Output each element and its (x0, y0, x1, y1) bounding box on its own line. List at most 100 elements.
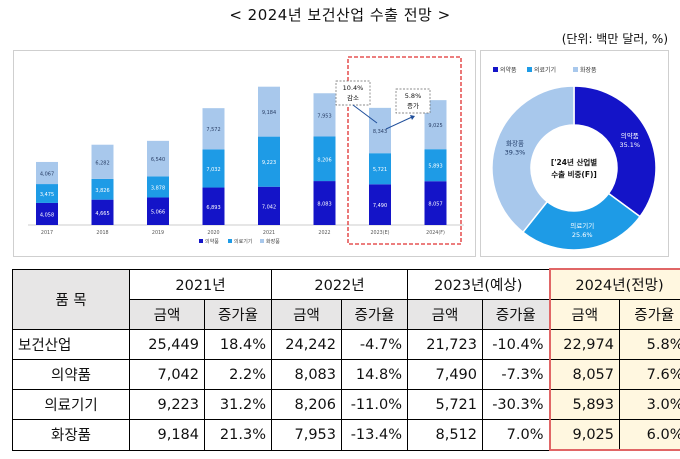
rate-header: 증가율 (341, 299, 408, 330)
amount-cell: 9,223 (129, 389, 205, 420)
amount-header: 금액 (407, 299, 483, 330)
legend-label: 의료기기 (234, 238, 252, 245)
bar-segment (147, 140, 169, 177)
table-row: 의료기기 9,223 31.2% 8,206 -11.0% 5,721 -30.3% 5,89… (12, 389, 680, 420)
bar-value-label: 7,032 (206, 167, 220, 173)
bar-value-label: 4,665 (95, 211, 109, 217)
bar-segment (313, 181, 336, 225)
rate-cell: 7.6% (619, 359, 680, 390)
rate-cell: -30.3% (482, 389, 550, 420)
bar-segment (258, 86, 280, 137)
x-tick-label: 2023(E) (371, 230, 390, 236)
amount-cell: 8,083 (271, 359, 342, 390)
item-header: 품 목 (12, 268, 130, 330)
slice-label: 화장품 (506, 138, 524, 147)
amount-cell: 25,449 (129, 329, 205, 360)
annotation-text: 5.8% (405, 92, 422, 100)
bar-value-label: 5,721 (373, 167, 387, 173)
donut-chart: 의약품 의료기기 화장품의약품35.1%의료기기25.6%화장품39.3%['24년… (491, 66, 657, 251)
amount-cell: 9,025 (548, 419, 620, 451)
x-tick-label: 2024(F) (426, 230, 445, 236)
annotation-text: 감소 (347, 94, 359, 102)
bar-segment (147, 197, 169, 225)
donut-slice (521, 192, 642, 251)
rate-cell: 18.4% (204, 329, 272, 360)
x-tick-label: 2020 (207, 230, 219, 236)
stacked-bar-chart: 4,058 3,475 4,067 2017 4,665 3,826 6,282 2018 5,… (28, 56, 464, 245)
amount-cell: 21,723 (407, 329, 483, 360)
legend-label: 의약품 (500, 66, 517, 74)
bar-value-label: 8,057 (428, 202, 442, 208)
bar-value-label: 6,540 (151, 157, 165, 163)
amount-header: 금액 (548, 299, 620, 330)
bar-segment (424, 181, 447, 225)
amount-cell: 9,184 (129, 419, 205, 451)
bar-segment (258, 186, 280, 225)
bar-value-label: 9,184 (262, 110, 276, 116)
rate-header: 증가율 (619, 299, 680, 330)
rate-cell: 21.3% (204, 419, 272, 451)
rate-cell: 14.8% (341, 359, 408, 390)
row-label: 의료기기 (12, 389, 130, 420)
bar-value-label: 4,067 (40, 172, 54, 178)
slice-label: 의약품 (621, 131, 639, 140)
bar-value-label: 8,343 (373, 129, 387, 135)
legend-swatch (527, 67, 532, 72)
x-tick-label: 2018 (96, 230, 108, 236)
bar-segment (91, 178, 114, 200)
annotation-box (395, 88, 431, 114)
legend-label: 화장품 (580, 66, 597, 74)
legend-swatch (260, 239, 264, 243)
legend-label: 의료기기 (534, 66, 556, 74)
table-row: 보건산업 25,449 18.4% 24,242 -4.7% 21,723 -10.4% 22… (12, 329, 680, 360)
rate-cell: 5.8% (619, 329, 680, 360)
legend-swatch (493, 67, 498, 72)
amount-header: 금액 (129, 299, 205, 330)
year-header: 2021년 (129, 268, 272, 300)
page-title: < 2024년 보건산업 수출 전망 > (229, 6, 451, 24)
year-header: 2023년(예상) (407, 268, 550, 300)
bar-segment (147, 176, 169, 198)
rate-cell: -10.4% (482, 329, 550, 360)
legend-label: 화장품 (266, 238, 280, 245)
legend-label: 의약품 (205, 238, 219, 245)
x-tick-label: 2022 (318, 230, 330, 236)
bar-value-label: 7,042 (262, 204, 276, 210)
bar-segment (424, 149, 447, 182)
rate-header: 증가율 (204, 299, 272, 330)
slice-label: 35.1% (619, 141, 640, 149)
bar-segment (202, 108, 225, 150)
table-row: 의약품 7,042 2.2% 8,083 14.8% 7,490 -7.3% 8,057 7.6… (12, 359, 680, 390)
bar-segment (202, 187, 225, 225)
x-tick-label: 2017 (41, 230, 53, 236)
bar-value-label: 8,083 (317, 202, 331, 208)
bar-segment (36, 202, 58, 225)
rate-cell: 3.0% (619, 389, 680, 420)
bar-segment (313, 136, 336, 182)
bar-segment (36, 161, 58, 185)
bar-value-label: 9,025 (428, 123, 442, 129)
bar-segment (258, 136, 280, 187)
amount-cell: 8,206 (271, 389, 342, 420)
slice-label: 39.3% (505, 148, 526, 156)
bar-segment (91, 199, 114, 225)
rate-cell: 31.2% (204, 389, 272, 420)
amount-cell: 7,042 (129, 359, 205, 390)
rate-cell: -7.3% (482, 359, 550, 390)
donut-slice (573, 85, 657, 218)
x-tick-label: 2019 (152, 230, 164, 236)
rate-header: 증가율 (482, 299, 550, 330)
bar-value-label: 9,223 (262, 160, 276, 166)
arrow-head (410, 115, 415, 120)
bar-value-label: 4,058 (40, 212, 54, 218)
bar-segment (36, 184, 58, 203)
rate-cell: 6.0% (619, 419, 680, 451)
amount-cell: 5,721 (407, 389, 483, 420)
annotation-arrow (385, 116, 413, 130)
row-label: 보건산업 (12, 329, 130, 360)
amount-cell: 7,490 (407, 359, 483, 390)
amount-cell: 7,953 (271, 419, 342, 451)
legend-swatch (228, 239, 232, 243)
table-row: 화장품 9,184 21.3% 7,953 -13.4% 8,512 7.0% 9,025 6.… (12, 419, 680, 451)
amount-cell: 24,242 (271, 329, 342, 360)
